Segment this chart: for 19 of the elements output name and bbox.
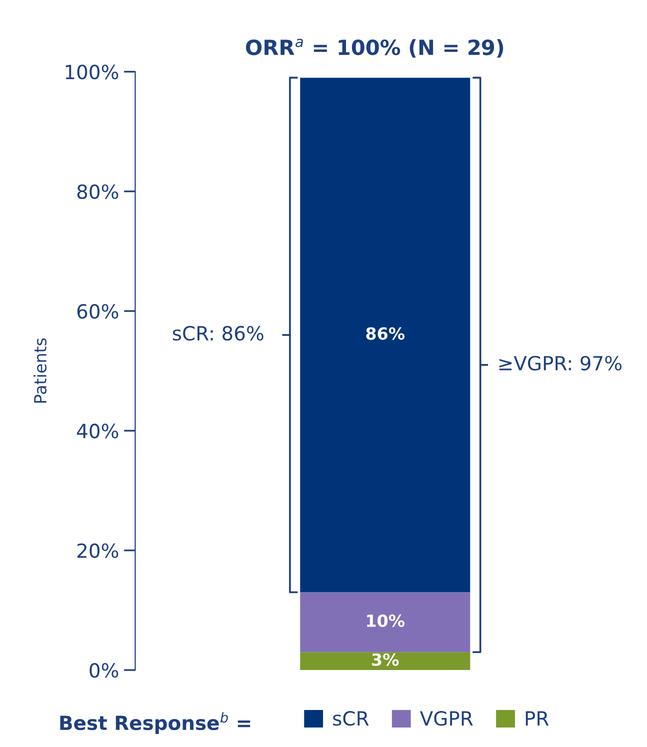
y-tick-label: 20%: [77, 543, 118, 558]
text: ≥VGPR: 97%: [499, 356, 622, 371]
legend-label: sCR: [333, 711, 369, 726]
data-label: 86%: [366, 327, 405, 340]
data-label: 10%: [367, 614, 405, 628]
y-tick-label: 0%: [90, 663, 118, 678]
chart-title: ORR$^{a}$ = 100% (N = 29): [246, 38, 504, 58]
y-tick-label: 80%: [77, 184, 118, 200]
y-axis-title: Patients: [34, 338, 47, 403]
legend-label: PR: [526, 711, 549, 726]
bar: [300, 652, 470, 670]
y-tick-label: 60%: [77, 304, 118, 319]
data-label: 3%: [372, 653, 399, 666]
text: sCR: 86%: [172, 326, 264, 341]
y-tick-label: 40%: [76, 424, 118, 438]
legend-title: Best Response$^{b}$ =: [60, 712, 250, 734]
legend-label: VGPR: [420, 711, 473, 726]
bar: [300, 592, 470, 652]
y-tick-label: 100%: [66, 64, 118, 80]
